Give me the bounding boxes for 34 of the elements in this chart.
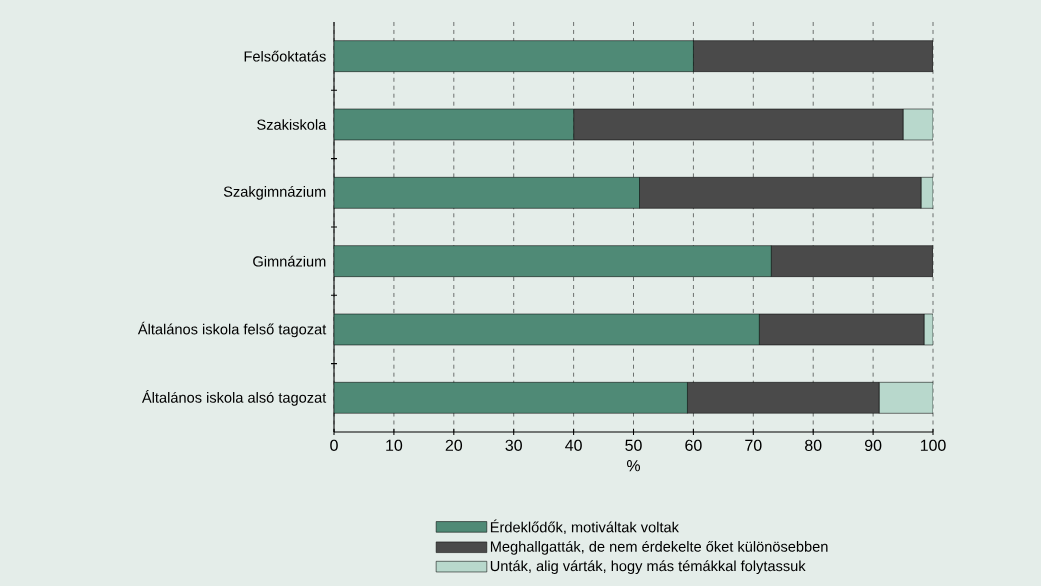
bar	[878, 382, 934, 414]
y-tick-label: Gimnázium	[253, 255, 326, 267]
x-tick-label: 40	[565, 439, 582, 451]
bar	[573, 108, 904, 141]
x-tick-label: 30	[505, 439, 522, 451]
bar	[334, 245, 772, 277]
y-tick-label: Általános iskola alsó tagozat	[141, 389, 327, 406]
x-tick-label: 20	[445, 439, 463, 451]
x-tick-label: 60	[685, 439, 702, 451]
y-tick-label: Szakgimnázium	[223, 185, 326, 200]
x-tick-label: 90	[865, 439, 882, 451]
bar	[334, 313, 760, 346]
y-tick-label: Általános iskola felső tagozat	[137, 321, 327, 338]
bar	[639, 177, 922, 209]
bar	[759, 313, 925, 346]
x-tick-label: 70	[745, 439, 762, 451]
bar	[334, 382, 688, 414]
bar	[687, 382, 880, 414]
legend-label: Unták, alig várták, hogy más témákkal folytassuk	[490, 560, 806, 575]
bar	[693, 40, 934, 72]
x-tick-label: 10	[386, 439, 403, 451]
x-tick-label: 80	[805, 439, 822, 451]
bar	[334, 177, 640, 209]
y-tick-label: Felsőoktatás	[244, 50, 326, 62]
legend-label: Meghallgatták, de nem érdekelte őket különösebben	[490, 540, 828, 555]
x-tick-label: 0	[330, 439, 338, 451]
x-axis-title: %	[626, 460, 641, 472]
x-tick-label: 100	[920, 439, 946, 451]
legend-label: Érdeklődők, motiváltak voltak	[490, 519, 679, 535]
bar	[771, 245, 934, 277]
x-tick-label: 50	[625, 439, 642, 451]
bar	[334, 108, 574, 141]
y-tick-label: Szakiskola	[257, 119, 327, 130]
bar	[334, 40, 694, 72]
